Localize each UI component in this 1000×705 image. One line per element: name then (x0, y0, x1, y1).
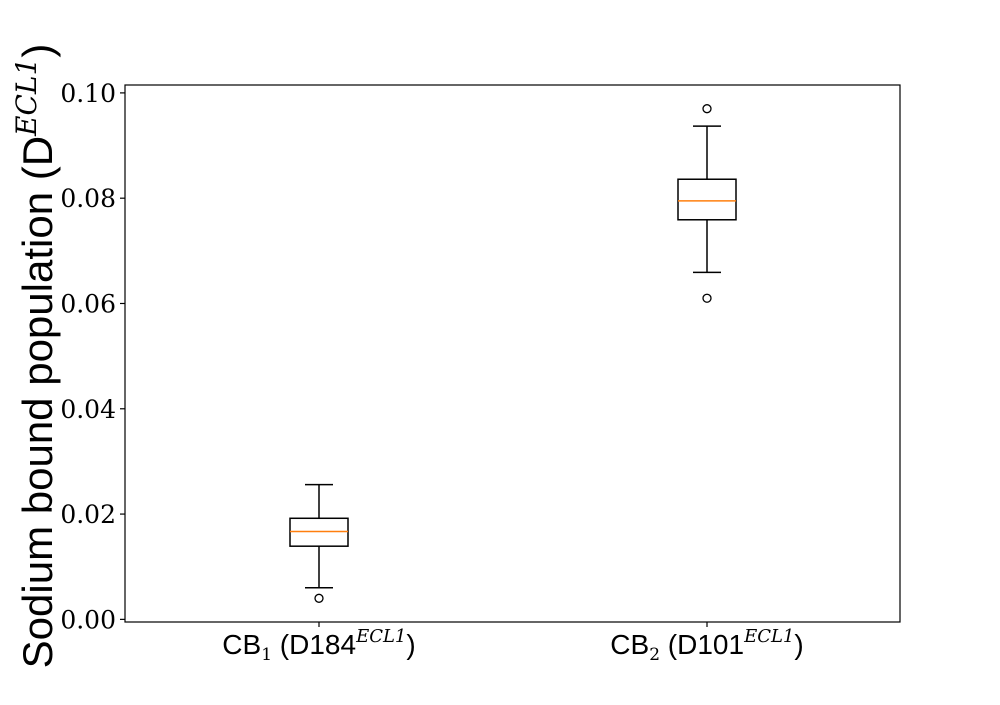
box-group-2 (677, 104, 737, 303)
y-axis-label-superscript: ECL1 (10, 58, 43, 137)
x-tick-label-subscript: 2 (649, 645, 660, 665)
x-tick-label: CB1 (D184ECL1) (222, 626, 415, 665)
y-tick-label: 0.02 (60, 500, 116, 529)
y-axis-label-close: ) (14, 44, 61, 58)
y-tick-label: 0.06 (60, 289, 116, 318)
y-tick-label: 0.00 (60, 605, 116, 634)
box-iqr (677, 178, 737, 221)
outlier-point (314, 593, 324, 603)
x-tick-label: CB2 (D101ECL1) (610, 626, 803, 665)
x-tick-label-residue: (D184 (272, 629, 356, 660)
y-axis-label: Sodium bound population (DECL1) (10, 44, 61, 669)
box-iqr (289, 517, 349, 547)
x-tick-label-suffix: ) (406, 629, 415, 660)
plot-area (289, 104, 737, 603)
x-tick-label-superscript: ECL1 (743, 626, 794, 647)
y-axis-label-main: Sodium bound population (D (14, 136, 61, 668)
box-group-1 (289, 483, 349, 603)
outlier-point (702, 293, 712, 303)
y-tick-label: 0.04 (60, 395, 116, 424)
outlier-point (702, 104, 712, 114)
y-tick-label: 0.08 (60, 184, 116, 213)
axes-frame (124, 84, 901, 623)
x-tick-label-prefix: CB (222, 629, 261, 660)
x-tick-label-superscript: ECL1 (355, 626, 406, 647)
x-tick-label-subscript: 1 (261, 645, 272, 665)
x-tick-label-prefix: CB (610, 629, 649, 660)
x-tick-label-suffix: ) (794, 629, 803, 660)
x-tick-label-residue: (D101 (660, 629, 744, 660)
y-tick-label: 0.10 (60, 79, 116, 108)
